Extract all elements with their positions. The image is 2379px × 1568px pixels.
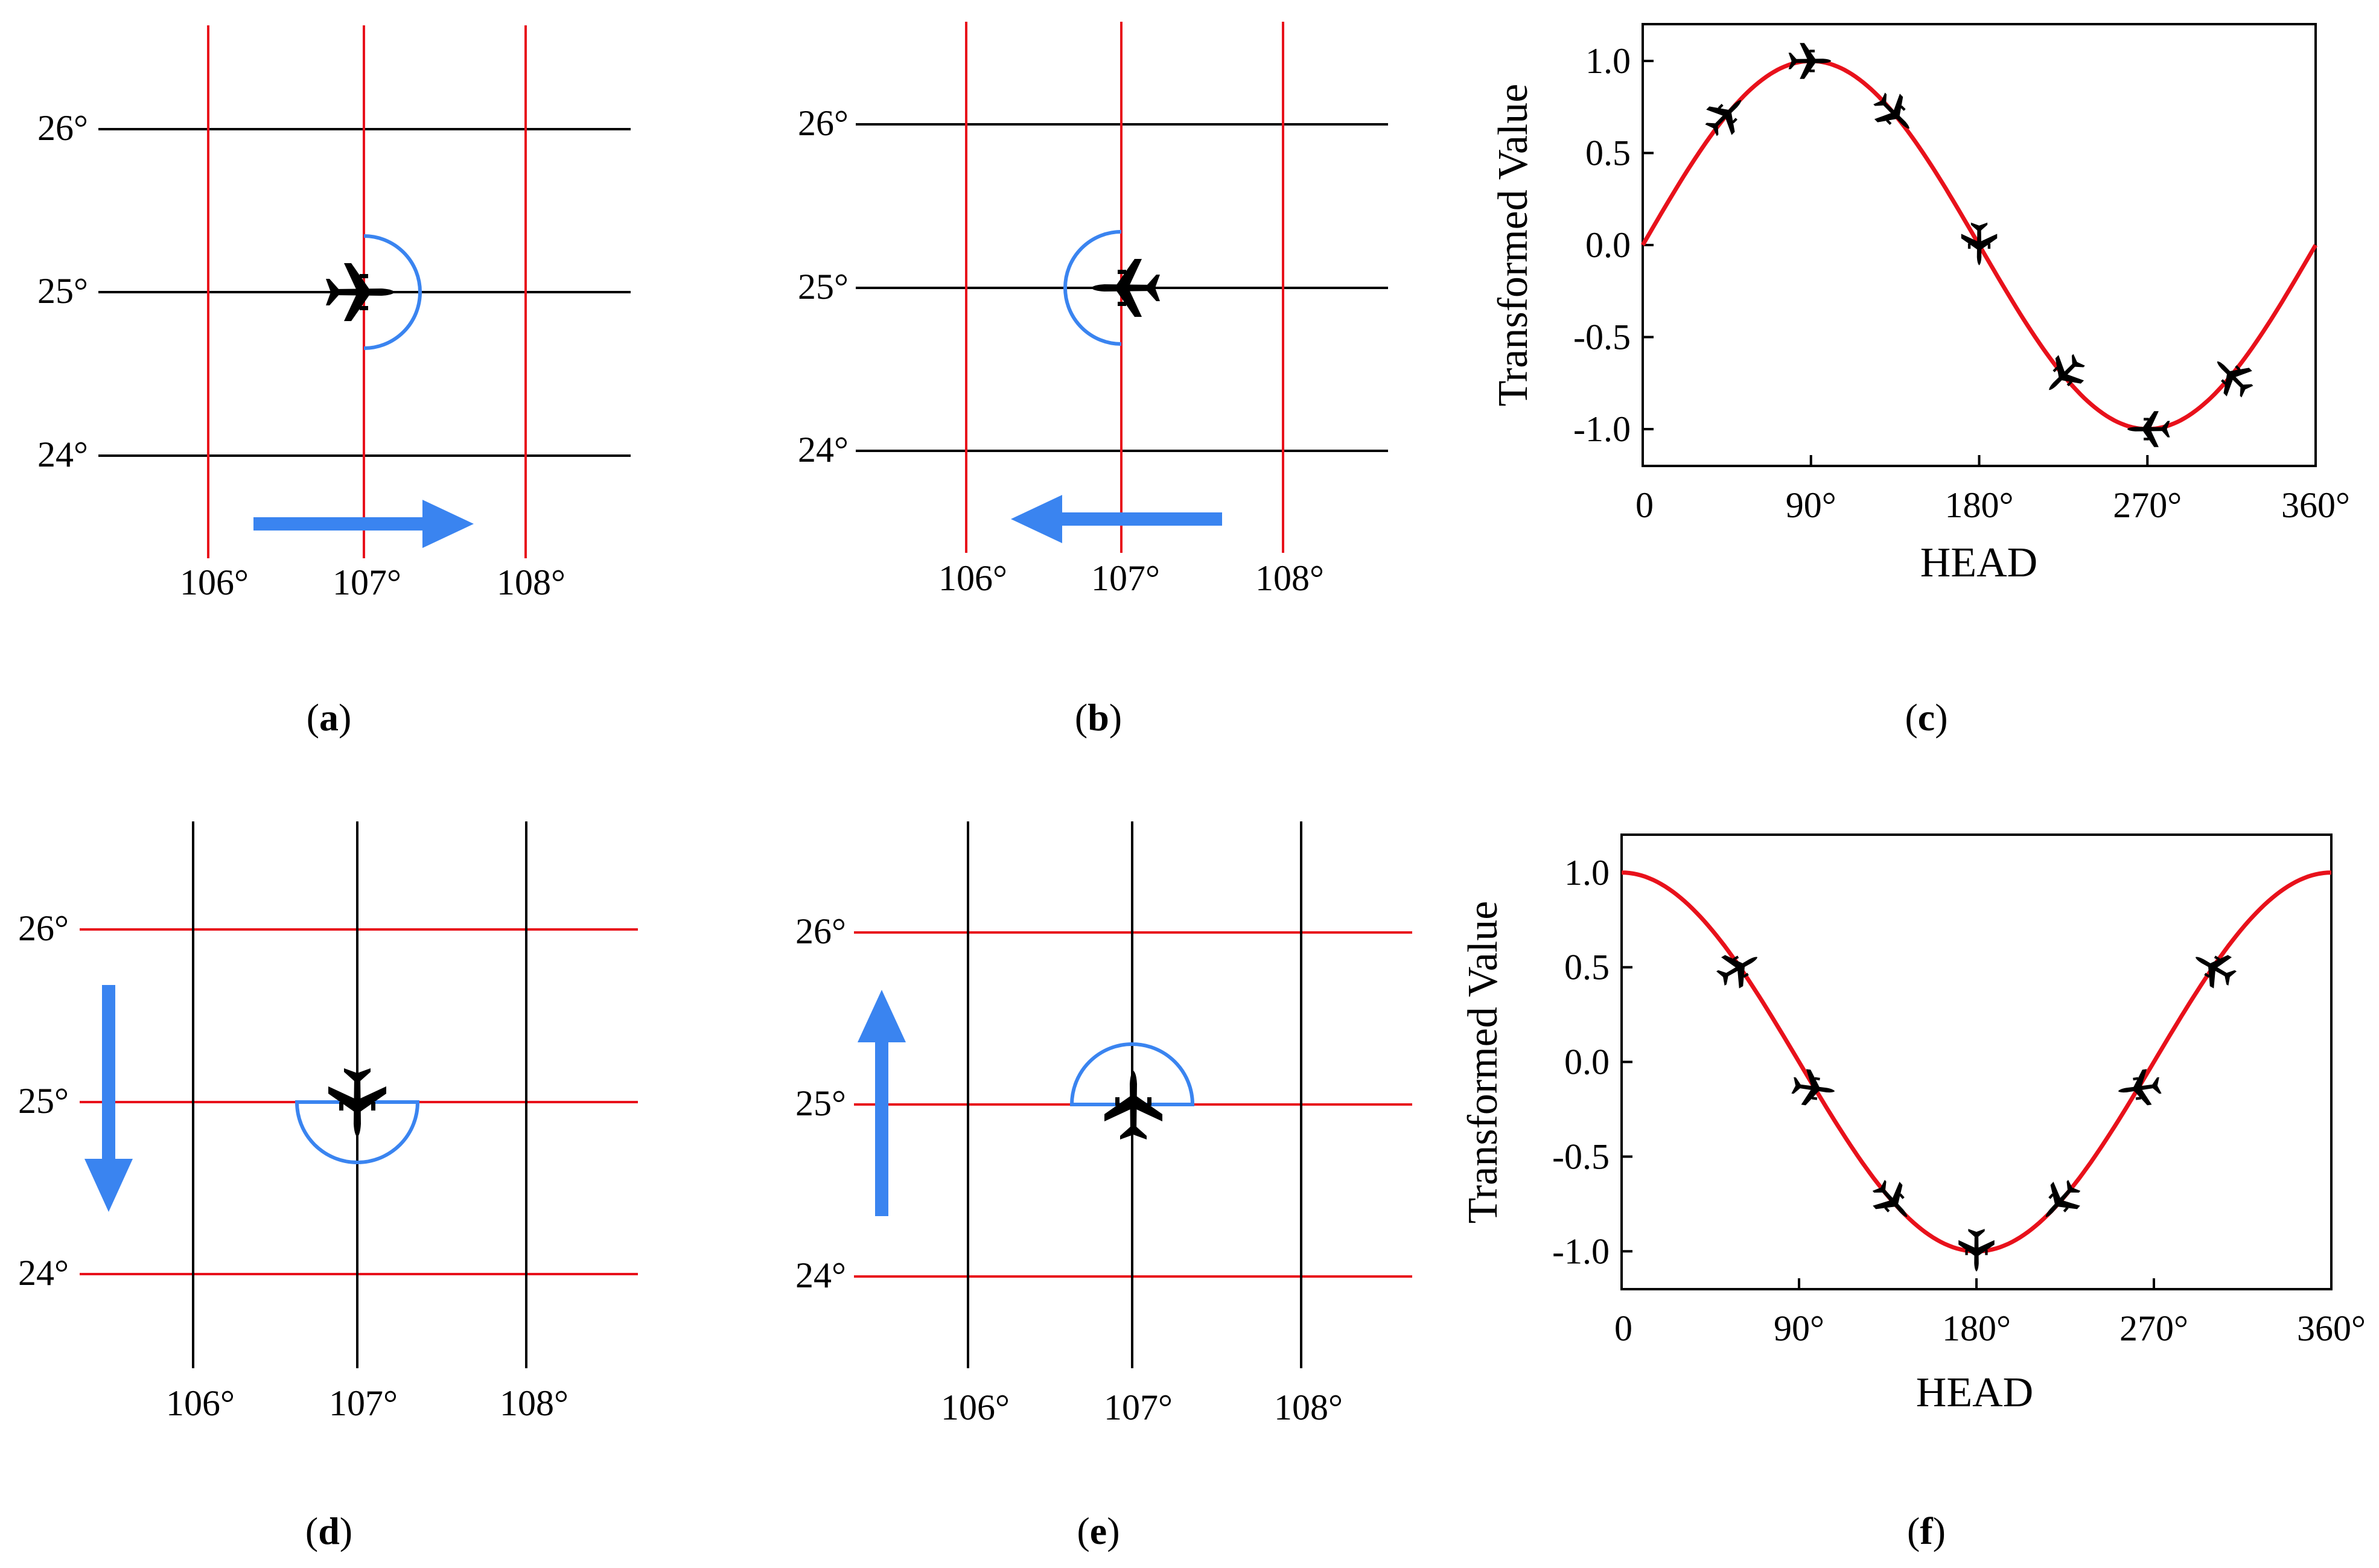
panel-a: 26° 25° 24° 106° 107° 108° (a) (37, 25, 631, 739)
airplane-icon (2186, 942, 2242, 994)
y-ticks: 1.0 0.5 0.0 -0.5 -1.0 (1573, 41, 1654, 449)
airplane-icon (326, 263, 395, 321)
lon-label-106: 106° (166, 1383, 235, 1423)
lon-label-107: 107° (329, 1383, 398, 1423)
panel-label-d: (d) (305, 1509, 352, 1552)
airplane-icon (2036, 347, 2092, 403)
x-tick-label: 180° (1942, 1308, 2011, 1348)
panel-e: 26° 25° 24° 106° 107° 108° (e) (795, 821, 1412, 1552)
airplane-icon (1790, 1067, 1838, 1109)
plane-markers (1711, 942, 2242, 1272)
y-tick-label: 0.5 (1564, 948, 1610, 987)
panel-label-c: (c) (1905, 696, 1947, 739)
y-tick-label: -0.5 (1573, 317, 1631, 357)
lon-label-107: 107° (1104, 1388, 1173, 1427)
x-tick-label: 270° (2119, 1308, 2188, 1348)
airplane-icon (1091, 259, 1160, 317)
heading-semicircle (295, 1100, 420, 1164)
panel-label-b: (b) (1075, 696, 1122, 739)
lon-label-108: 108° (497, 563, 565, 602)
direction-arrow-icon (1011, 495, 1222, 543)
y-axis-title: Transformed Value (1490, 84, 1537, 407)
lat-label-26: 26° (798, 103, 849, 143)
y-tick-label: -0.5 (1552, 1136, 1610, 1176)
direction-arrow-icon (253, 500, 474, 548)
direction-arrow-icon (84, 985, 133, 1212)
lon-label-108: 108° (500, 1383, 568, 1423)
x-tick-label: 0 (1614, 1308, 1632, 1348)
lon-label-108: 108° (1274, 1388, 1343, 1427)
y-tick-label: -1.0 (1573, 409, 1631, 449)
lon-label-106: 106° (180, 563, 249, 602)
plane-markers (1698, 43, 2260, 447)
chart-f: 1.00.50.0-0.5-1.0 0 90° 180° 270° 360° HEAD … (1460, 833, 2366, 1552)
lat-label-25: 25° (37, 271, 88, 311)
airplane-icon (1788, 43, 1832, 79)
airplane-icon (1711, 942, 1766, 994)
lon-label-107: 107° (333, 563, 401, 602)
lon-label-107: 107° (1091, 558, 1160, 598)
lat-label-25: 25° (18, 1081, 69, 1121)
y-tick-label: 0.0 (1585, 225, 1631, 265)
lon-label-108: 108° (1255, 558, 1324, 598)
y-tick-label: 1.0 (1564, 853, 1610, 893)
heading-semicircle (1069, 1042, 1195, 1106)
x-tick-label: 360° (2281, 485, 2350, 525)
x-ticks: 0 90° 180° 270° 360° (1614, 1278, 2366, 1348)
airplane-icon (1961, 222, 1998, 266)
lat-label-24: 24° (798, 430, 849, 470)
x-ticks: 0 90° 180° 270° 360° (1635, 455, 2350, 525)
y-axis-title: Transformed Value (1460, 901, 1506, 1224)
lon-label-106: 106° (938, 558, 1007, 598)
y-tick-label: -1.0 (1552, 1231, 1610, 1271)
x-tick-label: 90° (1774, 1308, 1824, 1348)
x-tick-label: 270° (2113, 485, 2182, 525)
x-axis-title: HEAD (1920, 540, 2037, 586)
x-axis-title: HEAD (1916, 1369, 2033, 1416)
lat-label-24: 24° (795, 1255, 846, 1295)
airplane-icon (2127, 411, 2170, 447)
y-ticks: 1.0 0.5 0.0 -0.5 -1.0 (1552, 853, 1632, 1271)
x-tick-label: 360° (2297, 1308, 2366, 1348)
chart-c: 1.00.50.0-0.5-1.0 0 90° 180° 270° 360° HEAD … (1490, 23, 2350, 739)
panel-label-f: (f) (1907, 1509, 1946, 1552)
lat-label-24: 24° (37, 435, 88, 474)
lat-label-26: 26° (37, 108, 88, 148)
lat-label-26: 26° (18, 908, 69, 948)
y-tick-label: 1.0 (1585, 41, 1631, 81)
lat-label-25: 25° (798, 267, 849, 307)
heading-semicircle (363, 234, 422, 350)
heading-semicircle (1063, 230, 1122, 346)
lat-label-26: 26° (795, 911, 846, 951)
lat-label-24: 24° (18, 1253, 69, 1293)
airplane-icon (2115, 1067, 2163, 1109)
lat-label-25: 25° (795, 1083, 846, 1123)
panel-label-a: (a) (307, 696, 352, 739)
x-tick-label: 0 (1635, 485, 1654, 525)
panel-d: 26° 25° 24° 106° 107° 108° (d) (18, 821, 638, 1552)
panel-b: 26° 25° 24° 106° 107° 108° (b) (798, 22, 1388, 739)
lon-label-106: 106° (941, 1388, 1010, 1427)
panel-label-e: (e) (1077, 1509, 1119, 1552)
x-tick-label: 180° (1945, 485, 2014, 525)
plot-frame (1620, 833, 2333, 1290)
x-tick-label: 90° (1786, 485, 1836, 525)
y-tick-label: 0.0 (1564, 1042, 1610, 1082)
series-line (1621, 870, 2332, 1254)
y-tick-label: 0.5 (1585, 133, 1631, 173)
direction-arrow-icon (858, 990, 906, 1216)
